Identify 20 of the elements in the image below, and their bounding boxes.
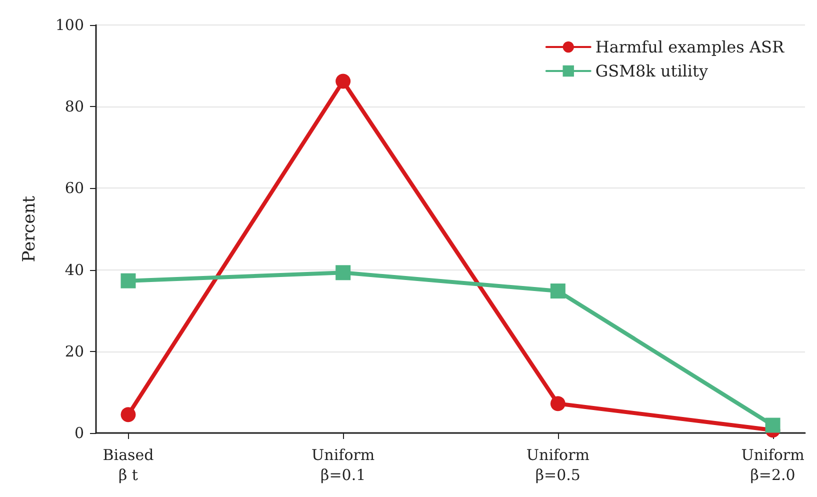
y-axis-title: Percent	[20, 196, 40, 262]
y-tick-label: 0	[74, 424, 84, 442]
y-tick-label: 60	[64, 179, 84, 198]
y-tick-label: 100	[55, 16, 84, 34]
x-tick-label: Uniform β=2.0	[741, 446, 804, 484]
point	[550, 284, 566, 299]
y-tick-label: 20	[64, 342, 84, 360]
legend-label: Harmful examples ASR	[595, 38, 785, 56]
point	[336, 265, 351, 280]
point	[120, 273, 136, 288]
legend-label: GSM8k utility	[595, 62, 708, 80]
x-tick-label: Biased β t	[102, 446, 154, 484]
point	[120, 407, 136, 422]
x-tick-label: Uniform β=0.1	[312, 446, 375, 484]
x-tick-label: Uniform β=0.5	[526, 446, 590, 484]
point	[550, 396, 566, 412]
y-tick-label: 40	[64, 260, 84, 279]
point	[336, 74, 351, 89]
y-tick-label: 80	[64, 98, 84, 116]
point	[765, 418, 780, 433]
